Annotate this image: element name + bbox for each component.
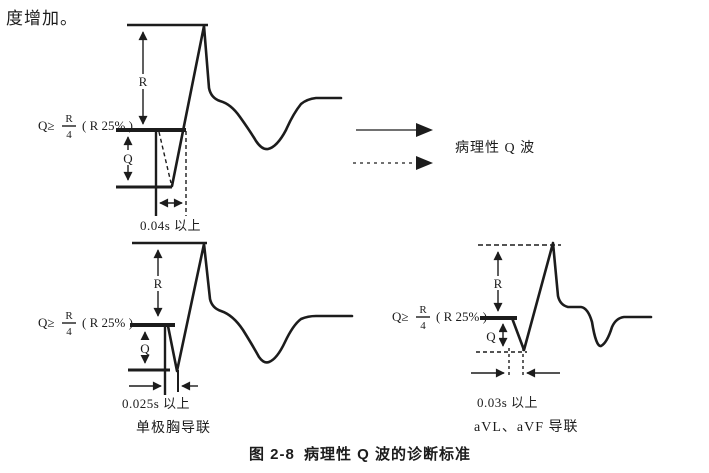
criteria-denominator: 4: [66, 129, 72, 141]
criteria-numerator: R: [65, 310, 73, 322]
criteria-suffix: ( R 25% ): [436, 309, 487, 324]
solid-arrowhead-icon: [416, 123, 433, 137]
r-amplitude-label: R: [154, 276, 163, 291]
result-pointer-group: 病理性 Q 波: [353, 123, 535, 170]
r-amplitude-label: R: [139, 74, 148, 89]
figure-caption: 图 2-8 病理性 Q 波的诊断标准: [249, 445, 471, 463]
r-label-backdrop: [135, 74, 151, 89]
q-amplitude-label: Q: [140, 341, 150, 356]
r-label-backdrop: [490, 276, 506, 290]
q-label-backdrop: [484, 329, 499, 343]
body-text-fragment: 度增加。: [6, 9, 78, 28]
figure-title: 病理性 Q 波的诊断标准: [304, 445, 471, 463]
criteria-suffix: ( R 25% ): [82, 315, 133, 330]
lead-name-label: 单极胸导联: [136, 420, 211, 436]
figure-number: 图 2-8: [249, 446, 295, 463]
criteria-prefix: Q≥: [392, 309, 409, 324]
criteria-suffix: ( R 25% ): [82, 118, 133, 133]
diagram-top: R Q 0.04s 以上 Q≥ R 4 ( R 25% ): [38, 23, 343, 233]
criteria-label-bottom-left: Q≥ R 4 ( R 25% ): [38, 310, 133, 338]
qrs-t-waveform: [166, 242, 354, 373]
qrs-t-waveform: [170, 24, 343, 188]
criteria-numerator: R: [419, 304, 427, 316]
dashed-arrowhead-icon: [416, 156, 433, 170]
q-duration-value: 0.025s 以上: [122, 396, 190, 411]
q-label-backdrop: [137, 340, 153, 355]
q-duration-value: 0.03s 以上: [477, 395, 538, 410]
criteria-denominator: 4: [66, 326, 72, 338]
q-duration-value: 0.04s 以上: [140, 218, 201, 233]
criteria-prefix: Q≥: [38, 118, 55, 133]
criteria-label-top: Q≥ R 4 ( R 25% ): [38, 113, 133, 141]
q-amplitude-label: Q: [486, 329, 496, 344]
diagram-bottom-left: R Q 0.025s 以上 单极胸导联 Q≥ R 4 ( R 25% ): [38, 241, 354, 436]
q-amplitude-label: Q: [123, 151, 133, 166]
criteria-denominator: 4: [420, 320, 426, 332]
q-downstroke-dashed: [158, 131, 172, 184]
r-label-backdrop: [150, 276, 166, 291]
diagram-bottom-right: R Q 0.03s 以上 aVL、aVF 导联 Q≥ R 4 ( R 25% ): [392, 241, 653, 435]
q-label-backdrop: [120, 150, 136, 165]
pathological-q-wave-label: 病理性 Q 波: [455, 140, 535, 156]
r-amplitude-label: R: [494, 276, 503, 291]
criteria-numerator: R: [65, 113, 73, 125]
qrs-t-waveform: [510, 241, 653, 352]
criteria-prefix: Q≥: [38, 315, 55, 330]
criteria-label-bottom-right: Q≥ R 4 ( R 25% ): [392, 304, 487, 332]
lead-name-label: aVL、aVF 导联: [474, 419, 579, 435]
